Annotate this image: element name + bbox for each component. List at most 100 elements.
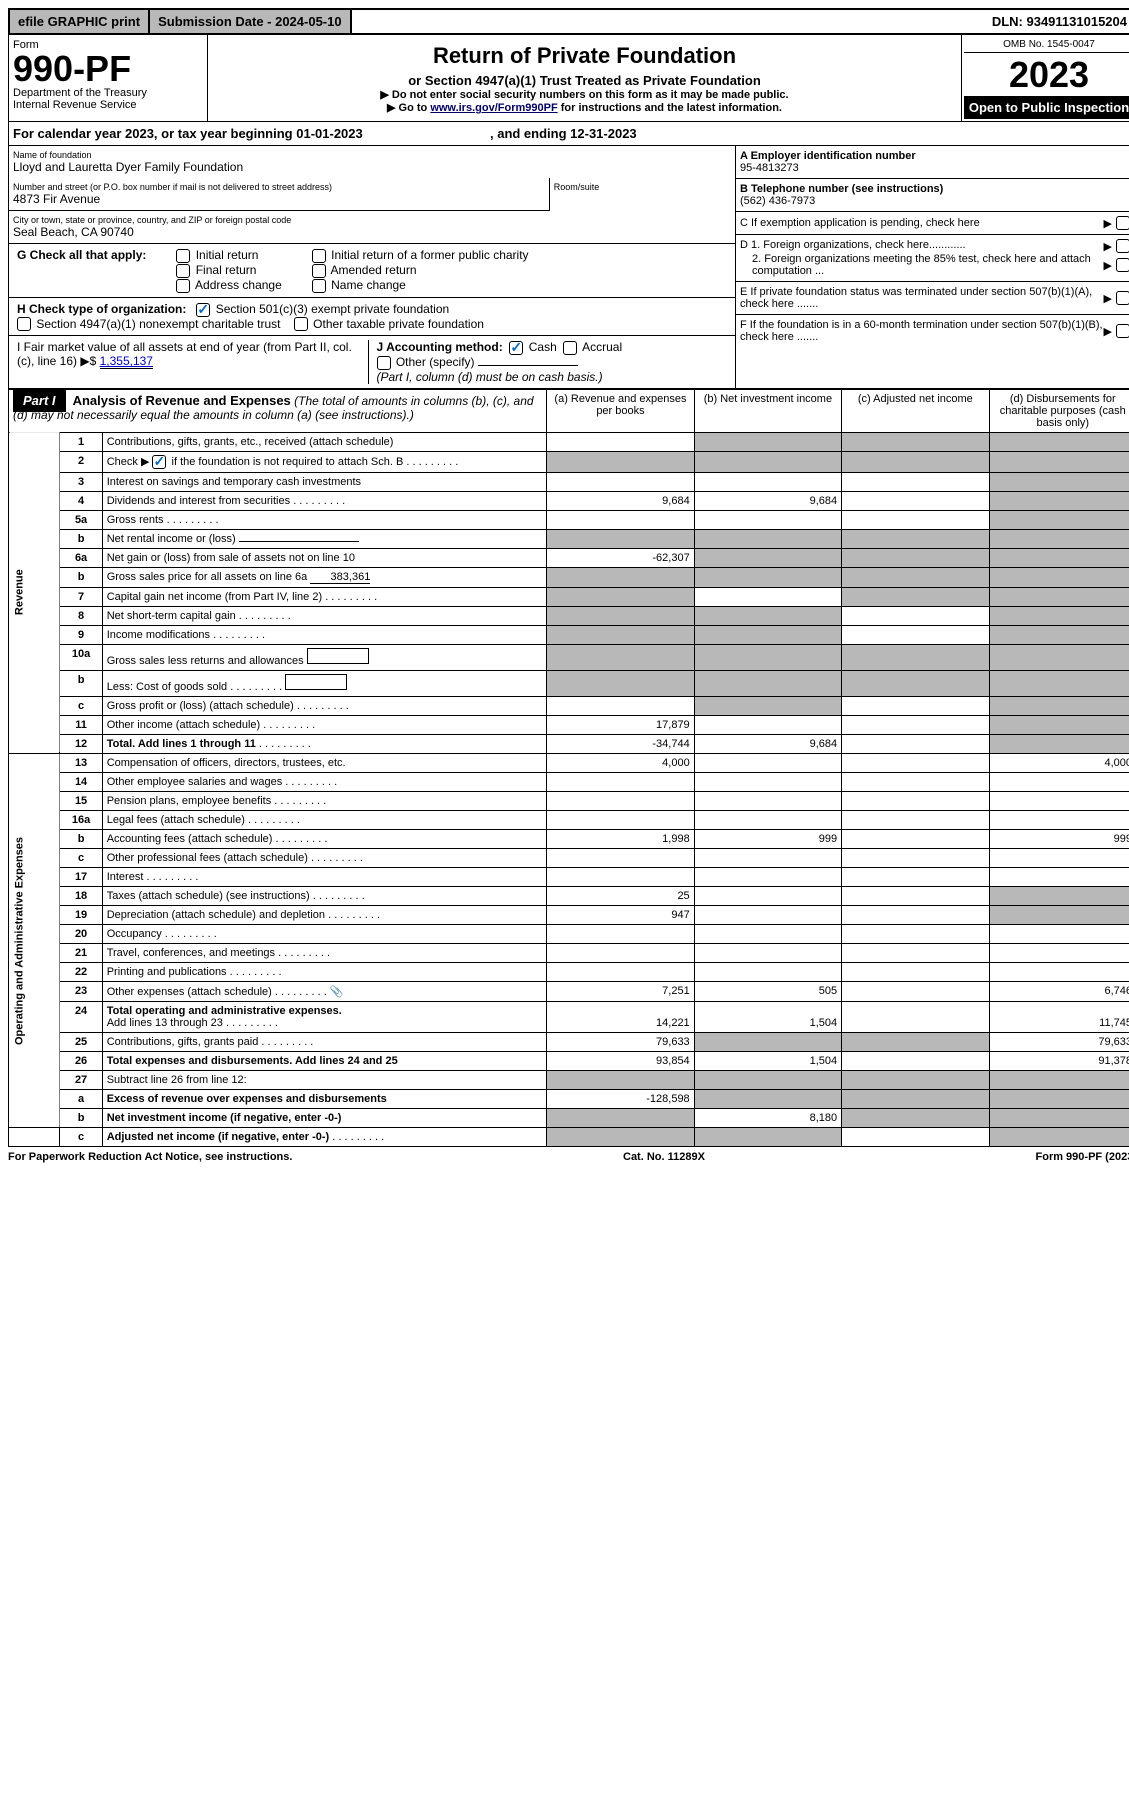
row-2: Check ▶ if the foundation is not require…	[102, 451, 547, 472]
dln: DLN: 93491131015204	[984, 10, 1129, 33]
omb-number: OMB No. 1545-0047	[964, 37, 1129, 53]
chk-4947[interactable]	[17, 317, 31, 331]
row-27b: Net investment income (if negative, ente…	[102, 1109, 547, 1128]
row-14: Other employee salaries and wages	[102, 773, 547, 792]
name-label: Name of foundation	[13, 150, 731, 160]
row-8: Net short-term capital gain	[102, 607, 547, 626]
row-21: Travel, conferences, and meetings	[102, 944, 547, 963]
row-17: Interest	[102, 868, 547, 887]
chk-sch-b[interactable]	[152, 455, 166, 469]
row-25: Contributions, gifts, grants paid	[102, 1033, 547, 1052]
note-link: ▶ Go to www.irs.gov/Form990PF for instru…	[212, 101, 957, 114]
form-header: Form 990-PF Department of the Treasury I…	[8, 35, 1129, 122]
phone-label: B Telephone number (see instructions)	[740, 183, 943, 195]
val-4b: 9,684	[694, 492, 841, 511]
city-label: City or town, state or province, country…	[13, 215, 731, 225]
addr-label: Number and street (or P.O. box number if…	[13, 182, 545, 192]
val-16bb: 999	[694, 830, 841, 849]
top-bar: efile GRAPHIC print Submission Date - 20…	[8, 8, 1129, 35]
chk-exemption-pending[interactable]	[1116, 216, 1129, 230]
row-9: Income modifications	[102, 626, 547, 645]
j-note: (Part I, column (d) must be on cash basi…	[377, 370, 603, 384]
dept: Department of the Treasury	[13, 87, 203, 99]
row-27c: Adjusted net income (if negative, enter …	[102, 1128, 547, 1147]
val-25d: 79,633	[989, 1033, 1129, 1052]
row-27a: Excess of revenue over expenses and disb…	[102, 1090, 547, 1109]
row-27: Subtract line 26 from line 12:	[102, 1071, 547, 1090]
row-22: Printing and publications	[102, 963, 547, 982]
chk-other-method[interactable]	[377, 356, 391, 370]
chk-initial-former[interactable]	[312, 249, 326, 263]
chk-name-change[interactable]	[312, 279, 326, 293]
row-5a: Gross rents	[102, 511, 547, 530]
chk-foreign-85[interactable]	[1116, 258, 1129, 272]
val-13d: 4,000	[989, 754, 1129, 773]
row-6a: Net gain or (loss) from sale of assets n…	[102, 549, 547, 568]
row-24: Total operating and administrative expen…	[102, 1002, 547, 1033]
expenses-section-label: Operating and Administrative Expenses	[9, 754, 60, 1128]
row-19: Depreciation (attach schedule) and deple…	[102, 906, 547, 925]
cat-no: Cat. No. 11289X	[623, 1151, 705, 1163]
chk-60-month[interactable]	[1116, 324, 1129, 338]
g-label: G Check all that apply:	[17, 248, 146, 262]
row-16b: Accounting fees (attach schedule)	[102, 830, 547, 849]
chk-foreign-org[interactable]	[1116, 239, 1129, 253]
row-10b: Less: Cost of goods sold	[102, 671, 547, 697]
chk-501c3[interactable]	[196, 303, 210, 317]
row-3: Interest on savings and temporary cash i…	[102, 473, 547, 492]
efile-print-button[interactable]: efile GRAPHIC print	[10, 10, 150, 33]
chk-amended[interactable]	[312, 264, 326, 278]
open-to-public: Open to Public Inspection	[964, 96, 1129, 119]
chk-cash[interactable]	[509, 341, 523, 355]
col-d-header: (d) Disbursements for charitable purpose…	[989, 389, 1129, 432]
row-7: Capital gain net income (from Part IV, l…	[102, 588, 547, 607]
chk-address-change[interactable]	[176, 279, 190, 293]
revenue-section-label: Revenue	[9, 432, 60, 753]
d1-label: D 1. Foreign organizations, check here..…	[740, 239, 966, 253]
ein-label: A Employer identification number	[740, 150, 916, 162]
val-11a: 17,879	[547, 716, 694, 735]
row-26: Total expenses and disbursements. Add li…	[102, 1052, 547, 1071]
row-13: Compensation of officers, directors, tru…	[102, 754, 547, 773]
form-instructions-link[interactable]: www.irs.gov/Form990PF	[430, 102, 557, 114]
d2-label: 2. Foreign organizations meeting the 85%…	[740, 253, 1104, 277]
val-27bb: 8,180	[694, 1109, 841, 1128]
chk-initial-return[interactable]	[176, 249, 190, 263]
f-label: F If the foundation is in a 60-month ter…	[740, 319, 1104, 343]
val-13a: 4,000	[547, 754, 694, 773]
val-23b: 505	[694, 982, 841, 1002]
foundation-name: Lloyd and Lauretta Dyer Family Foundatio…	[13, 160, 731, 174]
val-16bd: 999	[989, 830, 1129, 849]
chk-final-return[interactable]	[176, 264, 190, 278]
form-subtitle: or Section 4947(a)(1) Trust Treated as P…	[212, 73, 957, 88]
chk-other-taxable[interactable]	[294, 317, 308, 331]
row-18: Taxes (attach schedule) (see instruction…	[102, 887, 547, 906]
i-label: I Fair market value of all assets at end…	[17, 340, 352, 368]
val-23d: 6,746	[989, 982, 1129, 1002]
entity-info: Name of foundation Lloyd and Lauretta Dy…	[8, 146, 1129, 389]
part1-title: Analysis of Revenue and Expenses	[73, 393, 291, 408]
attachment-icon[interactable]: 📎	[330, 986, 344, 998]
col-b-header: (b) Net investment income	[694, 389, 841, 432]
fmv-value[interactable]: 1,355,137	[100, 354, 153, 369]
row-16a: Legal fees (attach schedule)	[102, 811, 547, 830]
row-23: Other expenses (attach schedule) 📎	[102, 982, 547, 1002]
val-4a: 9,684	[547, 492, 694, 511]
paperwork-notice: For Paperwork Reduction Act Notice, see …	[8, 1151, 292, 1163]
j-label: J Accounting method:	[377, 340, 503, 354]
val-24b: 1,504	[694, 1002, 841, 1033]
calendar-year-row: For calendar year 2023, or tax year begi…	[8, 122, 1129, 146]
chk-status-terminated[interactable]	[1116, 291, 1129, 305]
val-12a: -34,744	[547, 735, 694, 754]
row-10c: Gross profit or (loss) (attach schedule)	[102, 697, 547, 716]
row-1: Contributions, gifts, grants, etc., rece…	[102, 432, 547, 451]
col-c-header: (c) Adjusted net income	[842, 389, 989, 432]
row-4: Dividends and interest from securities	[102, 492, 547, 511]
val-26a: 93,854	[547, 1052, 694, 1071]
val-18a: 25	[547, 887, 694, 906]
val-26d: 91,378	[989, 1052, 1129, 1071]
chk-accrual[interactable]	[563, 341, 577, 355]
val-23a: 7,251	[547, 982, 694, 1002]
ein-value: 95-4813273	[740, 162, 799, 174]
val-24d: 11,745	[989, 1002, 1129, 1033]
